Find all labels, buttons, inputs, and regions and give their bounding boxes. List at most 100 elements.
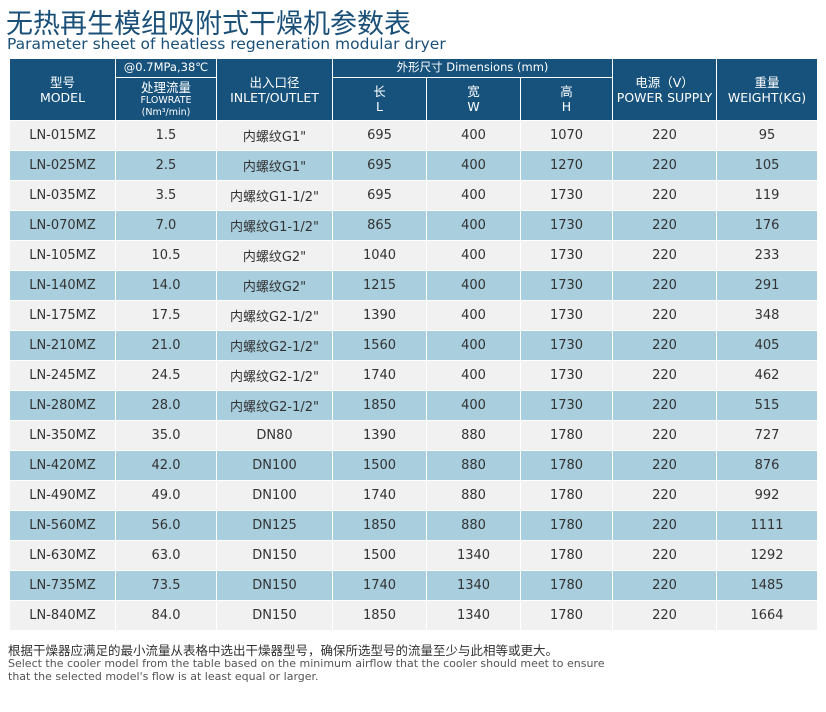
width-cell: 400 xyxy=(426,390,521,421)
length-cell: 695 xyxy=(332,120,427,151)
power-cell: 220 xyxy=(612,210,717,241)
power-cell: 220 xyxy=(612,480,717,511)
power-cell: 220 xyxy=(612,330,717,361)
power-cell: 220 xyxy=(612,360,717,391)
table-row: LN-350MZ 35.0 DN80 1390 880 1780 220 727 xyxy=(9,420,818,451)
model-cell: LN-350MZ xyxy=(9,420,116,451)
inlet-cell: DN80 xyxy=(216,420,333,451)
model-cell: LN-175MZ xyxy=(9,300,116,331)
header-model: 型号 MODEL xyxy=(9,58,116,121)
length-cell: 1215 xyxy=(332,270,427,301)
length-cell: 1850 xyxy=(332,600,427,631)
length-cell: 1740 xyxy=(332,360,427,391)
table-row: LN-280MZ 28.0 内螺纹G2-1/2" 1850 400 1730 220 515 xyxy=(9,390,818,421)
height-cell: 1780 xyxy=(520,450,613,481)
width-cell: 400 xyxy=(426,360,521,391)
width-cell: 1340 xyxy=(426,600,521,631)
power-cell: 220 xyxy=(612,390,717,421)
header-length-en: L xyxy=(376,99,383,114)
inlet-cell: DN125 xyxy=(216,510,333,541)
header-width: 宽 W xyxy=(426,77,521,121)
width-cell: 1340 xyxy=(426,540,521,571)
table-row: LN-105MZ 10.5 内螺纹G2" 1040 400 1730 220 233 xyxy=(9,240,818,271)
width-cell: 400 xyxy=(426,180,521,211)
height-cell: 1730 xyxy=(520,330,613,361)
header-flow-unit: (Nm³/min) xyxy=(141,106,191,118)
weight-cell: 727 xyxy=(716,420,818,451)
inlet-cell: 内螺纹G1" xyxy=(216,120,333,151)
flowrate-cell: 28.0 xyxy=(115,390,217,421)
flowrate-cell: 3.5 xyxy=(115,180,217,211)
table-row: LN-630MZ 63.0 DN150 1500 1340 1780 220 1292 xyxy=(9,540,818,571)
length-cell: 1560 xyxy=(332,330,427,361)
weight-cell: 119 xyxy=(716,180,818,211)
power-cell: 220 xyxy=(612,450,717,481)
header-inlet-en: INLET/OUTLET xyxy=(230,89,319,105)
inlet-cell: DN150 xyxy=(216,540,333,571)
header-power-cn: 电源（V） xyxy=(635,74,694,90)
width-cell: 400 xyxy=(426,300,521,331)
flowrate-cell: 10.5 xyxy=(115,240,217,271)
length-cell: 1500 xyxy=(332,540,427,571)
header-dimensions: 外形尺寸 Dimensions (mm) xyxy=(332,58,613,78)
height-cell: 1780 xyxy=(520,420,613,451)
header-inlet-cn: 出入口径 xyxy=(249,74,300,90)
header-weight-cn: 重量 xyxy=(754,74,780,90)
selection-note-cn: 根据干燥器应满足的最小流量从表格中选出干燥器型号，确保所选型号的流量至少与此相等… xyxy=(8,643,559,658)
table-row: LN-035MZ 3.5 内螺纹G1-1/2" 695 400 1730 220 119 xyxy=(9,180,818,211)
flowrate-cell: 56.0 xyxy=(115,510,217,541)
flowrate-cell: 2.5 xyxy=(115,150,217,181)
width-cell: 400 xyxy=(426,330,521,361)
model-cell: LN-025MZ xyxy=(9,150,116,181)
weight-cell: 95 xyxy=(716,120,818,151)
inlet-cell: DN150 xyxy=(216,570,333,601)
header-weight: 重量 WEIGHT(KG) xyxy=(716,58,818,121)
power-cell: 220 xyxy=(612,300,717,331)
inlet-cell: 内螺纹G2" xyxy=(216,270,333,301)
selection-note-en: Select the cooler model from the table b… xyxy=(8,657,605,683)
length-cell: 1390 xyxy=(332,300,427,331)
model-cell: LN-070MZ xyxy=(9,210,116,241)
height-cell: 1730 xyxy=(520,270,613,301)
model-cell: LN-035MZ xyxy=(9,180,116,211)
length-cell: 1040 xyxy=(332,240,427,271)
flowrate-cell: 84.0 xyxy=(115,600,217,631)
length-cell: 1850 xyxy=(332,510,427,541)
power-cell: 220 xyxy=(612,150,717,181)
power-cell: 220 xyxy=(612,600,717,631)
table-body: LN-015MZ 1.5 内螺纹G1" 695 400 1070 220 95 LN-025MZ… xyxy=(9,120,818,631)
header-model-en: MODEL xyxy=(39,89,86,105)
header-power: 电源（V） POWER SUPPLY xyxy=(612,58,717,121)
flowrate-cell: 21.0 xyxy=(115,330,217,361)
header-width-cn: 宽 xyxy=(467,84,480,99)
weight-cell: 992 xyxy=(716,480,818,511)
inlet-cell: 内螺纹G2" xyxy=(216,240,333,271)
flowrate-cell: 63.0 xyxy=(115,540,217,571)
page-subtitle: Parameter sheet of heatless regeneration… xyxy=(7,35,446,53)
model-cell: LN-015MZ xyxy=(9,120,116,151)
width-cell: 400 xyxy=(426,270,521,301)
flowrate-cell: 35.0 xyxy=(115,420,217,451)
inlet-cell: DN100 xyxy=(216,480,333,511)
width-cell: 400 xyxy=(426,240,521,271)
flowrate-cell: 24.5 xyxy=(115,360,217,391)
length-cell: 1740 xyxy=(332,570,427,601)
height-cell: 1780 xyxy=(520,480,613,511)
model-cell: LN-245MZ xyxy=(9,360,116,391)
model-cell: LN-105MZ xyxy=(9,240,116,271)
header-height-cn: 高 xyxy=(560,84,573,99)
power-cell: 220 xyxy=(612,240,717,271)
weight-cell: 291 xyxy=(716,270,818,301)
page-title: 无热再生模组吸附式干燥机参数表 xyxy=(6,9,411,40)
flowrate-cell: 7.0 xyxy=(115,210,217,241)
weight-cell: 105 xyxy=(716,150,818,181)
header-weight-en: WEIGHT(KG) xyxy=(727,89,807,105)
header-length: 长 L xyxy=(332,77,427,121)
power-cell: 220 xyxy=(612,270,717,301)
table-row: LN-245MZ 24.5 内螺纹G2-1/2" 1740 400 1730 220 462 xyxy=(9,360,818,391)
table-row: LN-070MZ 7.0 内螺纹G1-1/2" 865 400 1730 220 176 xyxy=(9,210,818,241)
table-row: LN-175MZ 17.5 内螺纹G2-1/2" 1390 400 1730 220 348 xyxy=(9,300,818,331)
weight-cell: 176 xyxy=(716,210,818,241)
power-cell: 220 xyxy=(612,570,717,601)
header-height: 高 H xyxy=(520,77,613,121)
